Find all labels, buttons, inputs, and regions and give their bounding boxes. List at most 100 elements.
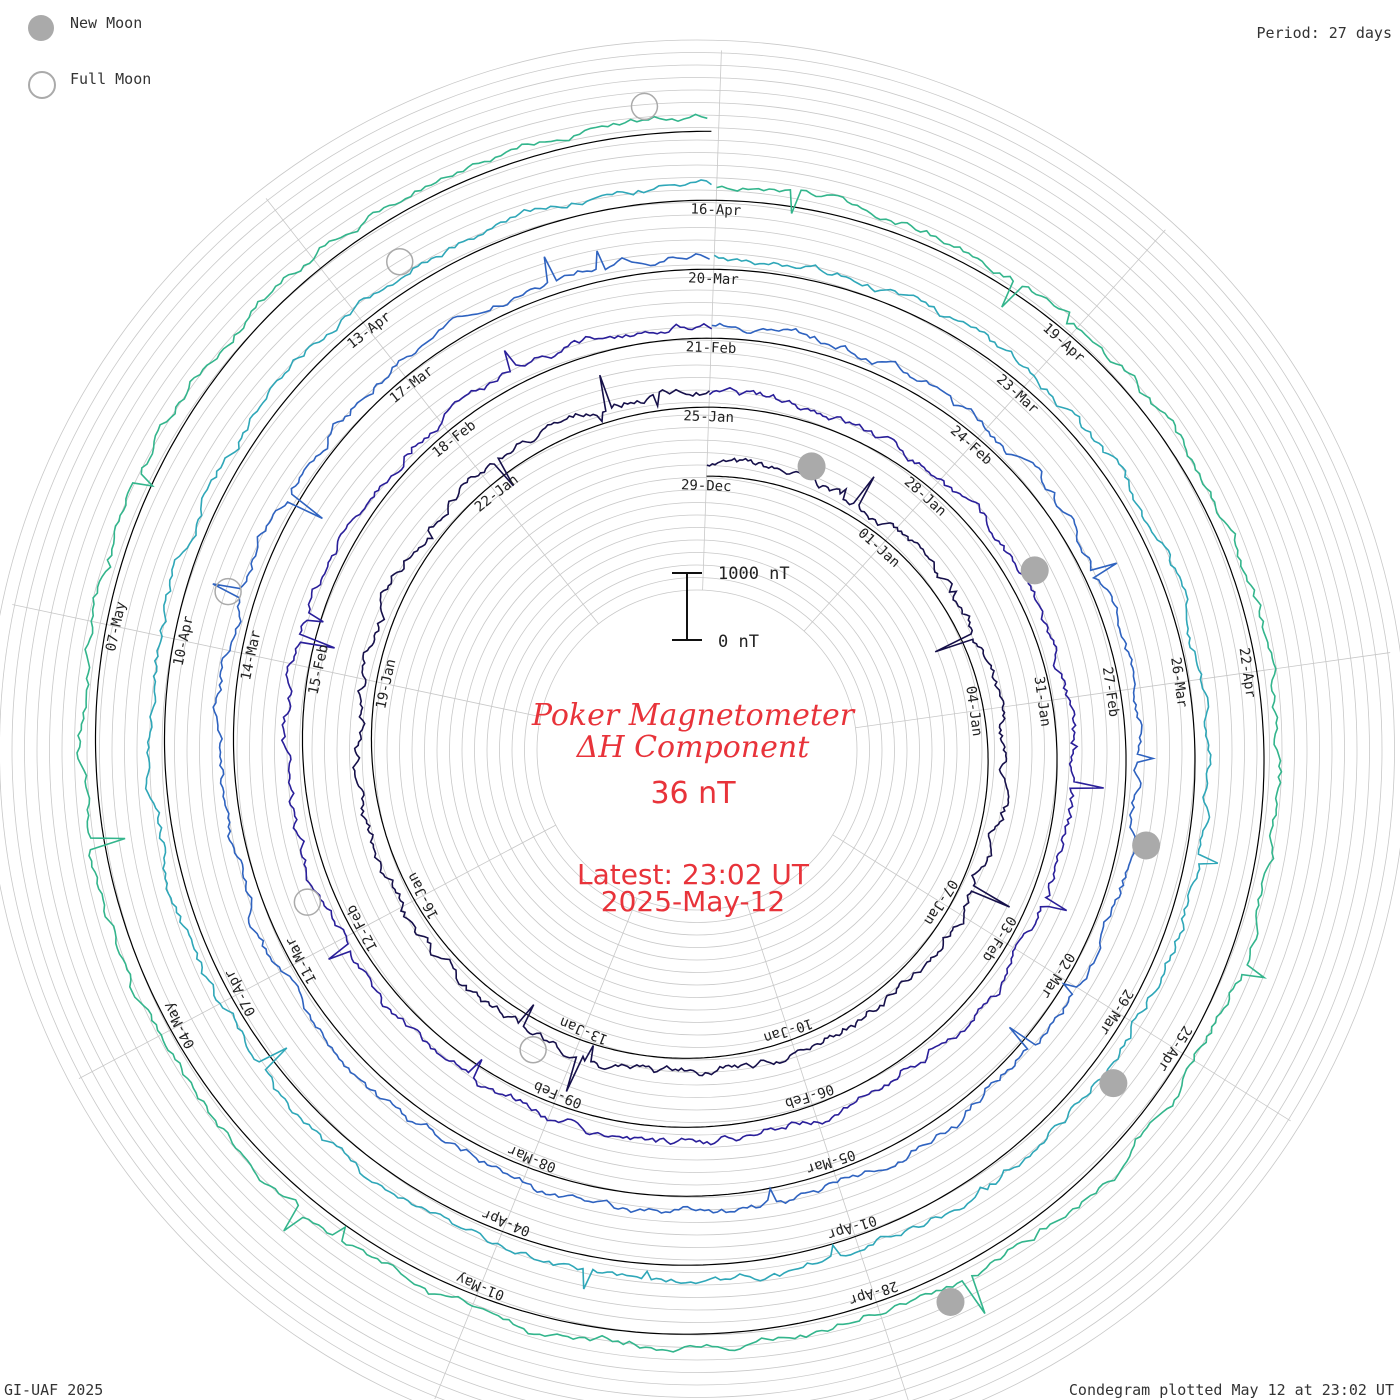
date-label: 09-Feb xyxy=(531,1077,584,1111)
date-label: 14-Mar xyxy=(238,629,264,682)
date-label: 22-Apr xyxy=(1236,647,1259,699)
grid-ring xyxy=(411,464,983,1036)
scale-bar: 1000 nT 0 nT xyxy=(672,564,790,652)
moon-markers-layer xyxy=(214,92,1161,1316)
grid-spoke xyxy=(12,604,541,718)
grid-spoke xyxy=(702,50,722,591)
new-moon-label: New Moon xyxy=(70,14,143,32)
latest-date: 2025-May-12 xyxy=(600,885,786,918)
full-moon-marker xyxy=(630,92,659,121)
grid-ring xyxy=(174,227,1220,1273)
new-moon-marker xyxy=(936,1287,965,1316)
grid-ring xyxy=(0,52,1395,1400)
grid-ring xyxy=(536,589,858,911)
grid-ring xyxy=(261,314,1133,1186)
scale-bar-top-label: 1000 nT xyxy=(718,564,790,584)
grid-ring xyxy=(424,477,970,1023)
full-moon-marker xyxy=(214,577,242,606)
grid-ring xyxy=(299,352,1095,1148)
grid-ring xyxy=(111,164,1283,1336)
date-label: 16-Apr xyxy=(690,201,741,219)
date-label: 15-Feb xyxy=(306,643,332,696)
footer-left: GI-UAF 2025 xyxy=(4,1381,104,1399)
grid-ring xyxy=(361,414,1033,1086)
full-moon-marker xyxy=(386,248,414,276)
grid-ring xyxy=(36,89,1358,1400)
series-line xyxy=(212,250,1157,1214)
grid-ring xyxy=(0,39,1400,1400)
latest-time: Latest: 23:02 UT xyxy=(576,858,810,891)
date-label: 20-Mar xyxy=(688,270,739,288)
new-moon-marker xyxy=(797,452,826,481)
date-label: 04-Jan xyxy=(962,685,985,737)
date-label: 25-Jan xyxy=(683,408,734,426)
series-line xyxy=(352,374,1011,1092)
grid-ring xyxy=(224,277,1170,1223)
grid-ring xyxy=(24,77,1370,1400)
full-moon-marker xyxy=(293,888,322,916)
date-label: 23-Mar xyxy=(993,371,1041,417)
date-label: 22-Jan xyxy=(472,472,522,516)
date-label: 10-Apr xyxy=(171,614,197,667)
grid-ring xyxy=(399,452,995,1048)
scale-bar-bottom-label: 0 nT xyxy=(718,632,759,652)
date-label: 29-Dec xyxy=(681,477,732,495)
chart-title-line1: Poker Magnetometer xyxy=(531,698,855,733)
grid-ring xyxy=(149,202,1245,1298)
date-label: 31-Jan xyxy=(1031,675,1054,727)
grid-spoke xyxy=(855,652,1391,729)
date-label: 27-Feb xyxy=(1099,666,1122,718)
series-line xyxy=(144,179,1219,1290)
grid-ring xyxy=(324,377,1070,1123)
grid-ring xyxy=(11,64,1383,1400)
date-label: 17-Mar xyxy=(387,363,437,407)
new-moon-marker xyxy=(1020,556,1049,585)
grid-ring xyxy=(161,214,1233,1286)
grid-ring xyxy=(461,514,933,986)
full-moon-label: Full Moon xyxy=(70,70,152,88)
full-moon-marker xyxy=(519,1035,547,1064)
grid-ring xyxy=(249,302,1145,1198)
grid-ring xyxy=(349,402,1045,1098)
current-value: 36 nT xyxy=(650,776,736,811)
grid-ring xyxy=(386,439,1008,1061)
baseline-spiral xyxy=(94,130,1265,1335)
grid-spoke xyxy=(746,902,909,1400)
date-label: 04-Apr xyxy=(480,1205,533,1239)
new-moon-marker xyxy=(1099,1069,1128,1098)
grid-spoke xyxy=(78,824,556,1079)
grid-ring xyxy=(136,189,1258,1311)
new-moon-icon xyxy=(28,15,54,41)
grid-ring xyxy=(499,552,895,948)
date-label: 26-Mar xyxy=(1167,656,1190,708)
grid-spoke xyxy=(832,834,1291,1122)
grid-ring xyxy=(186,239,1208,1261)
grid-layer xyxy=(0,39,1400,1400)
date-label: 12-Feb xyxy=(343,902,381,954)
grid-spoke xyxy=(265,198,599,625)
date-label: 28-Jan xyxy=(901,474,949,520)
date-label: 13-Apr xyxy=(344,309,394,353)
grid-ring xyxy=(436,489,958,1011)
grid-ring xyxy=(449,502,945,998)
date-label: 01-May xyxy=(454,1269,507,1303)
grid-ring xyxy=(474,527,920,973)
new-moon-marker xyxy=(1132,831,1161,860)
grid-ring xyxy=(49,102,1345,1398)
date-label: 24-Feb xyxy=(947,423,995,469)
grid-ring xyxy=(124,177,1270,1323)
full-moon-icon xyxy=(28,71,56,99)
date-label: 21-Feb xyxy=(685,339,736,357)
chart-title-line2: ΔH Component xyxy=(576,730,810,765)
grid-ring xyxy=(211,264,1183,1236)
grid-ring xyxy=(486,539,908,961)
series-line xyxy=(76,113,1283,1353)
period-label: Period: 27 days xyxy=(1256,24,1392,42)
series-layer xyxy=(76,113,1283,1353)
grid-spoke xyxy=(434,898,638,1400)
date-label: 18-Feb xyxy=(429,417,479,461)
grid-ring xyxy=(524,577,870,923)
grid-ring xyxy=(74,127,1320,1373)
footer-right: Condegram plotted May 12 at 23:02 UT xyxy=(1068,1381,1394,1399)
